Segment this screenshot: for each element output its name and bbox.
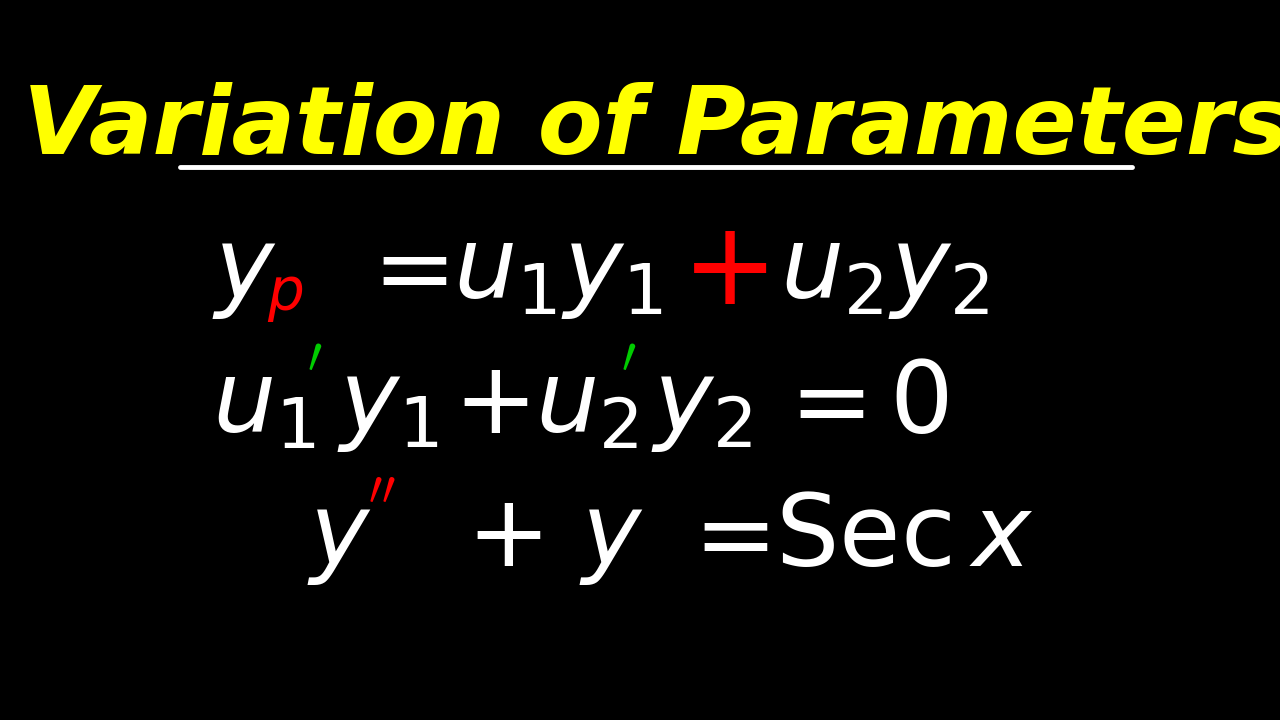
Text: $u_1$: $u_1$	[211, 356, 315, 454]
Text: $y_2$: $y_2$	[652, 356, 753, 454]
Text: $'$: $'$	[307, 344, 323, 413]
Text: $=$: $=$	[771, 356, 865, 454]
Text: $u_2$: $u_2$	[535, 356, 637, 454]
Text: $'$: $'$	[621, 344, 637, 413]
Text: $y$: $y$	[579, 490, 644, 587]
Text: $+$: $+$	[466, 490, 540, 587]
Text: $y$: $y$	[211, 224, 276, 320]
Text: $''$: $''$	[369, 477, 397, 542]
Text: $y_1$: $y_1$	[337, 356, 438, 454]
Text: $\mathrm{Sec}\,x$: $\mathrm{Sec}\,x$	[776, 490, 1033, 587]
Text: $p$: $p$	[268, 267, 303, 324]
Text: $=$: $=$	[353, 224, 448, 320]
Text: $+$: $+$	[453, 356, 527, 454]
Text: $0$: $0$	[890, 356, 948, 454]
Text: $+$: $+$	[681, 216, 767, 328]
Text: $=$: $=$	[673, 490, 768, 587]
Text: Variation of Parameters: Variation of Parameters	[23, 82, 1280, 174]
Text: $y$: $y$	[307, 490, 371, 587]
Text: $u_1 y_1$: $u_1 y_1$	[453, 224, 663, 320]
Text: $u_2 y_2$: $u_2 y_2$	[780, 224, 989, 320]
